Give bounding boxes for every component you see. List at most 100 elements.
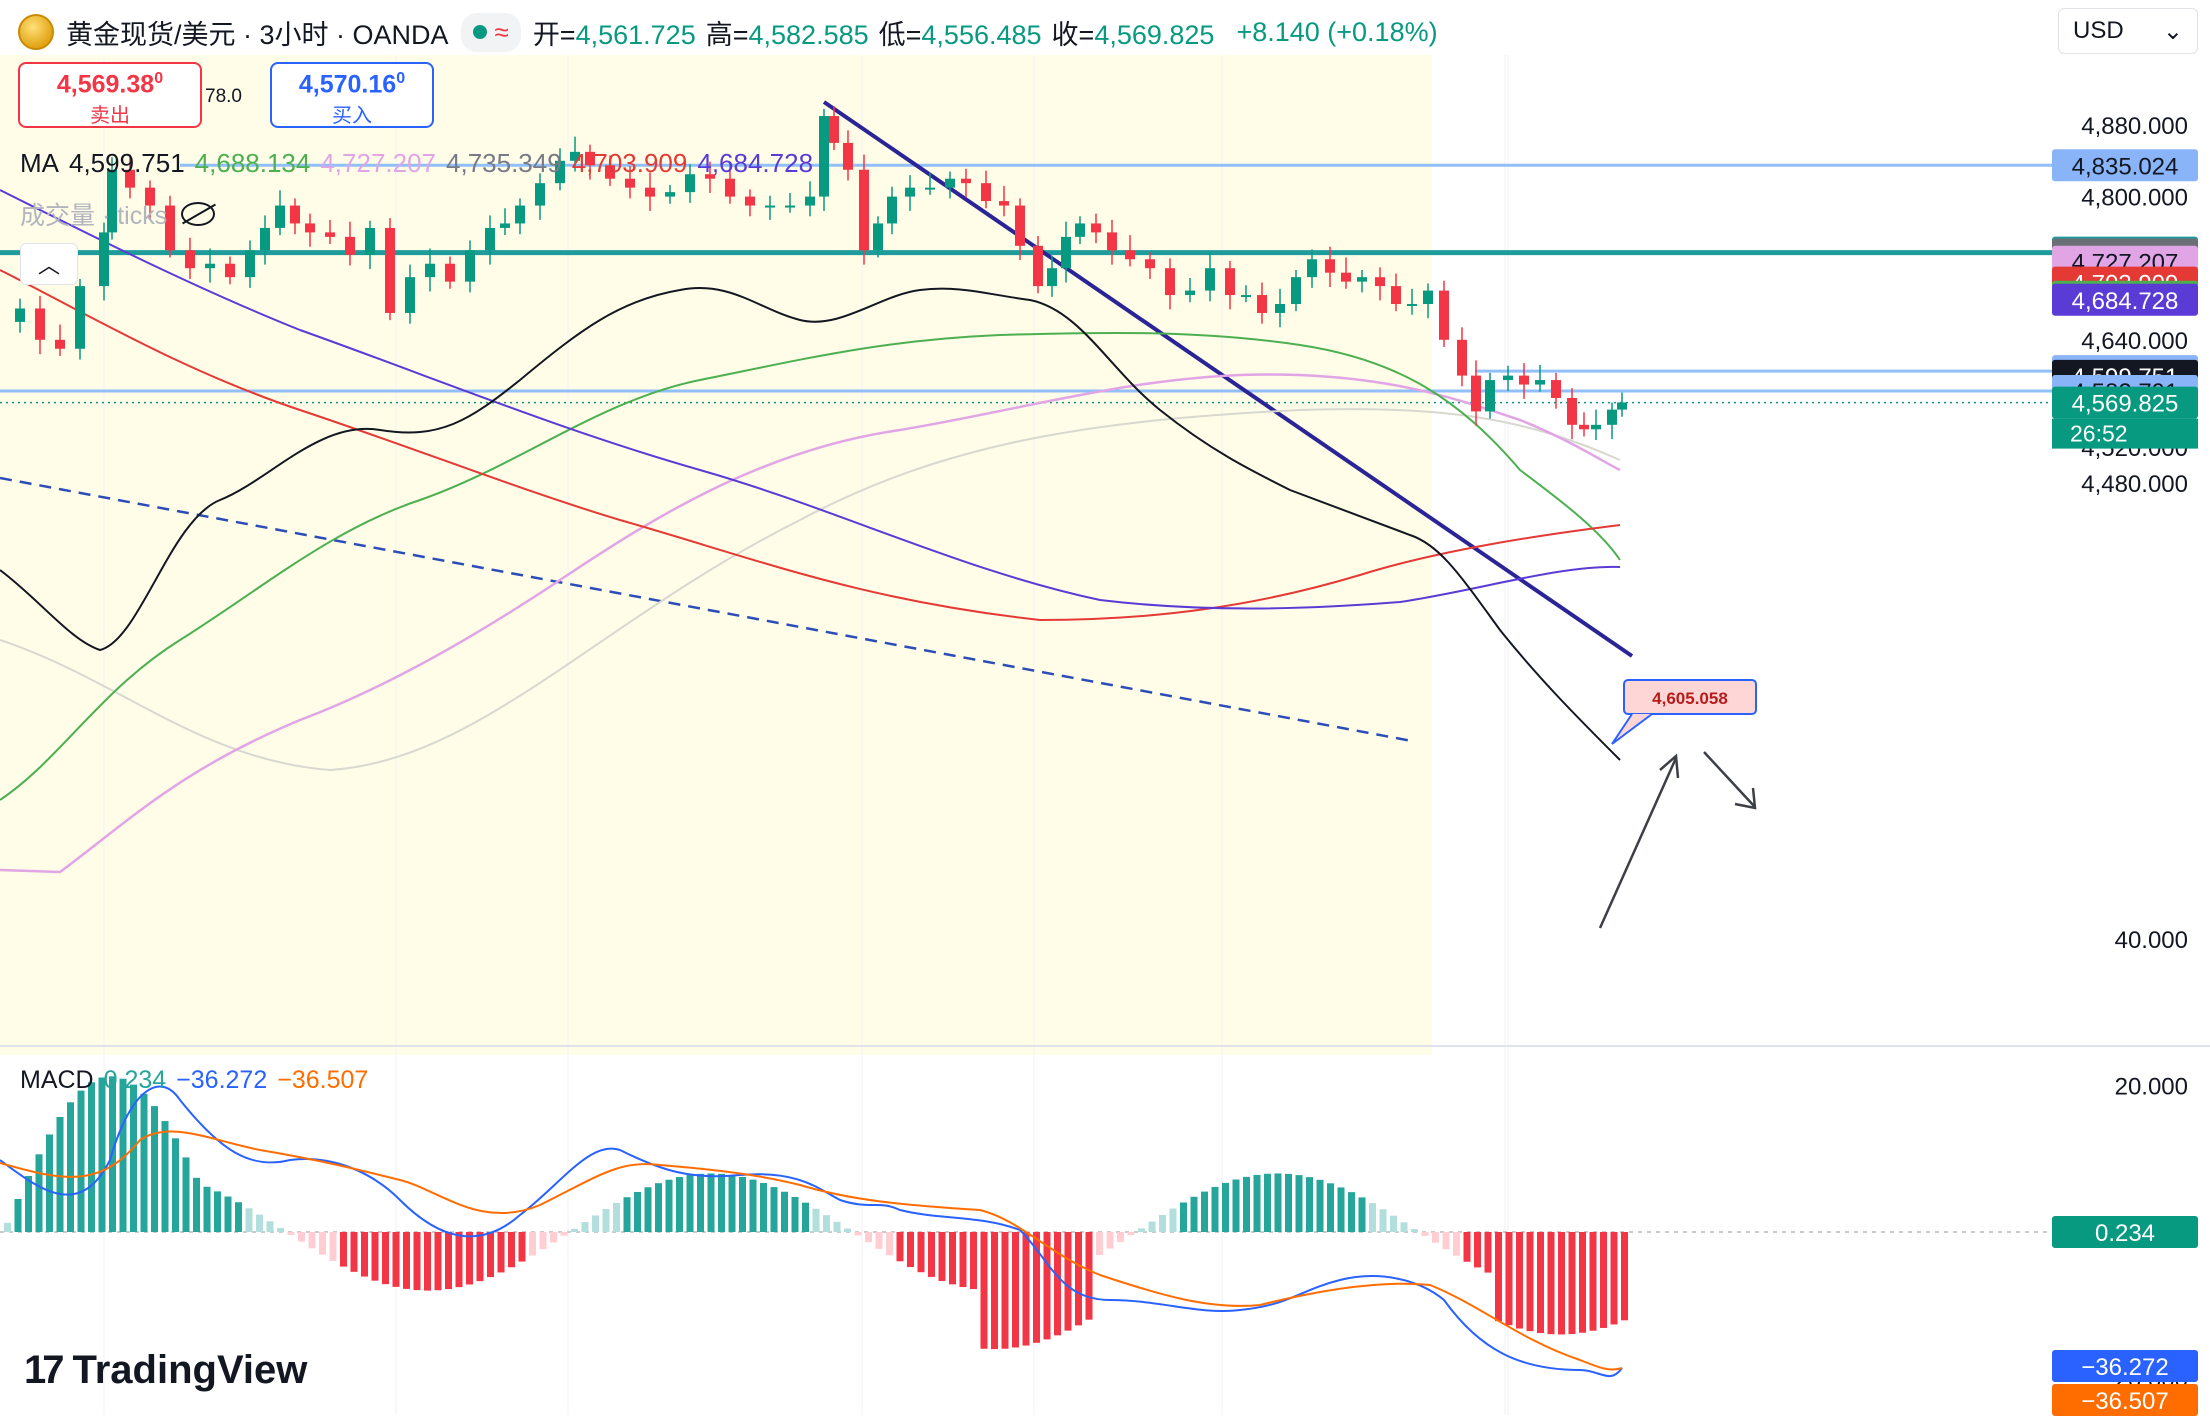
candle-body: [665, 192, 675, 197]
macd-histogram-bar: [739, 1176, 746, 1232]
projection-arrows[interactable]: [1598, 751, 1757, 929]
macd-histogram-bar: [340, 1232, 347, 1267]
callout-box: [1623, 679, 1757, 715]
collapse-legend-button[interactable]: ︿: [20, 243, 78, 285]
macd-legend-value: −36.272: [176, 1066, 268, 1094]
macd-histogram-bar: [214, 1191, 221, 1232]
macd-axis-badge-text: −36.507: [2081, 1388, 2168, 1415]
macd-histogram-bar: [1295, 1175, 1303, 1232]
macd-histogram-bar: [1495, 1232, 1502, 1322]
macd-histogram-bar: [329, 1232, 337, 1261]
macd-histogram-bar: [917, 1232, 925, 1273]
macd-pane[interactable]: [0, 1076, 1628, 1378]
candle-body: [829, 116, 839, 143]
candle-body: [35, 308, 45, 340]
macd-histogram-bar: [907, 1232, 914, 1267]
macd-histogram-bar: [1169, 1208, 1177, 1232]
symbol-header[interactable]: 黄金现货/美元 · 3小时 · OANDA ≈ 开=4,561.725 高=4,5…: [18, 10, 1448, 54]
macd-histogram-bar: [1421, 1232, 1429, 1236]
currency-select[interactable]: USD ⌄: [2058, 8, 2198, 54]
macd-histogram-bar: [1022, 1232, 1030, 1346]
macd-histogram-bar: [1243, 1176, 1250, 1232]
sell-button[interactable]: 4,569.380 卖出: [18, 62, 202, 128]
price-axis-badge: [2052, 386, 2198, 419]
currency-value: USD: [2073, 17, 2124, 44]
tradingview-logo[interactable]: 17 TradingView: [24, 1348, 307, 1393]
macd-histogram-bar: [539, 1232, 547, 1250]
ma-legend-values: 4,599.751 4,688.134 4,727.207 4,735.349 4,70…: [69, 148, 813, 179]
candle-body: [145, 187, 155, 206]
macd-histogram-bar: [896, 1232, 904, 1262]
volume-label: 成交量 · ticks: [20, 202, 168, 230]
macd-legend[interactable]: MACD 0.234 −36.272 −36.507: [20, 1066, 368, 1095]
macd-histogram-bar: [812, 1208, 820, 1232]
macd-histogram-bar: [1579, 1232, 1586, 1333]
candle-body: [685, 174, 695, 193]
candle-body: [260, 227, 270, 251]
buy-price-sup: 0: [396, 70, 406, 87]
candle-body: [1107, 232, 1117, 251]
macd-histogram-bar: [1253, 1174, 1261, 1232]
macd-histogram-bar: [728, 1174, 736, 1232]
ma-legend-value: 4,599.751: [69, 148, 185, 178]
symbol-title[interactable]: 黄金现货/美元 · 3小时 · OANDA: [66, 19, 449, 50]
candle-body: [705, 174, 715, 179]
candle-body: [185, 250, 195, 269]
macd-histogram-bar: [571, 1228, 578, 1232]
candlestick-series[interactable]: [15, 106, 1627, 441]
candle-body: [1591, 424, 1601, 430]
candle-body: [1275, 304, 1285, 313]
macd-histogram-bar: [1610, 1232, 1618, 1325]
candle-body: [745, 196, 755, 206]
market-status-pill[interactable]: ≈: [460, 12, 521, 52]
candle-body: [1407, 304, 1417, 306]
macd-histogram-bar: [991, 1232, 998, 1350]
macd-histogram-bar: [1358, 1197, 1366, 1232]
price-callout[interactable]: 4,605.058: [1611, 679, 1757, 745]
candle-body: [765, 205, 775, 208]
macd-histogram-bar: [1432, 1232, 1439, 1243]
buy-button[interactable]: 4,570.160 买入: [270, 62, 434, 128]
macd-histogram-bar: [487, 1232, 494, 1278]
buy-label: 买入: [332, 105, 372, 128]
macd-histogram-bar: [382, 1232, 389, 1285]
projection-arrowhead-down: [1734, 787, 1757, 810]
candle-body: [905, 187, 915, 197]
candle-body: [843, 142, 853, 170]
macd-histogram-bar: [1400, 1222, 1408, 1232]
volume-legend[interactable]: 成交量 · ticks: [20, 196, 216, 232]
eye-off-icon[interactable]: [181, 202, 216, 226]
candle-body: [1145, 259, 1155, 269]
candle-body: [107, 169, 117, 233]
macd-histogram-bar: [1180, 1202, 1187, 1232]
macd-histogram-bar: [424, 1232, 431, 1291]
price-tick-label: 4,480.000: [2081, 471, 2188, 498]
macd-histogram-bar: [1001, 1232, 1009, 1349]
ma-legend[interactable]: MA 4,599.751 4,688.134 4,727.207 4,735.349 4…: [20, 148, 813, 179]
candle-body: [245, 250, 255, 278]
candle-body: [225, 263, 235, 278]
macd-histogram-bar: [770, 1187, 778, 1232]
candle-body: [290, 205, 300, 224]
candle-body: [165, 205, 175, 251]
macd-histogram-bar: [508, 1232, 515, 1268]
candle-body: [1125, 250, 1135, 260]
macd-axis-badge-text: −36.272: [2081, 1354, 2168, 1381]
price-axis-badge-text: 4,569.825: [2072, 391, 2179, 418]
candle-body: [1375, 277, 1385, 287]
macd-histogram-bar: [4, 1222, 11, 1232]
macd-histogram-bar: [172, 1138, 179, 1232]
trendlines[interactable]: [0, 100, 1634, 743]
macd-histogram-bar: [1274, 1173, 1282, 1232]
macd-histogram-bar: [1379, 1209, 1387, 1232]
candle-body: [15, 308, 25, 322]
tradingview-wordmark: TradingView: [72, 1348, 308, 1392]
price-axis[interactable]: 4,880.0004,840.0004,800.0004,640.0004,52…: [2052, 113, 2198, 498]
macd-tick-label: 40.000: [2115, 927, 2188, 954]
macd-histogram-bar: [1463, 1232, 1471, 1262]
macd-histogram-bar: [46, 1134, 53, 1232]
ohlc-key: 开=: [532, 19, 576, 50]
macd-histogram-bar: [14, 1199, 22, 1232]
